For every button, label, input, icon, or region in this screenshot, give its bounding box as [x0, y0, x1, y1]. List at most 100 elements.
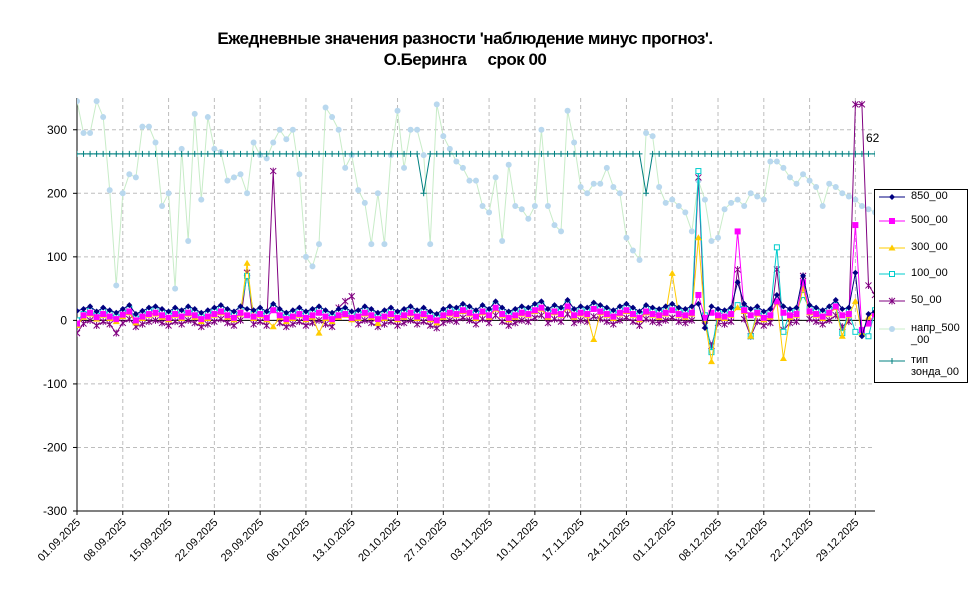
data-point-500-00 [414, 313, 421, 320]
data-point-500-00 [204, 313, 211, 320]
x-tick-label: 24.11.2025 [586, 517, 633, 564]
data-point-50-00 [649, 318, 656, 326]
data-point-50-00 [86, 316, 94, 324]
data-point-850-00 [721, 307, 728, 314]
data-point-500-00 [721, 206, 728, 213]
data-point-500-00 [845, 193, 852, 200]
data-point-500-00 [230, 314, 237, 321]
data-point-850-00 [623, 300, 630, 307]
x-tick-label: 29.12.2025 [814, 517, 861, 564]
data-point-50-00 [577, 316, 585, 324]
data-point-100-00 [773, 244, 780, 251]
data-point-850-00 [387, 304, 394, 311]
data-point-00 [505, 150, 512, 157]
data-point-50-00 [727, 318, 735, 326]
x-tick-label: 01.12.2025 [631, 517, 678, 564]
data-point-500-00 [106, 187, 113, 194]
data-point-500-00 [113, 282, 120, 289]
data-point-00 [558, 150, 565, 157]
legend-item-500-00: 500_00 [877, 214, 967, 236]
data-point-500-00 [414, 126, 421, 133]
data-point-500-00 [551, 308, 558, 315]
data-point-850-00 [773, 291, 780, 298]
data-point-500-00 [800, 171, 807, 178]
data-point-500-00 [544, 312, 551, 319]
data-point-50-00 [524, 318, 532, 326]
data-point-500-00 [87, 129, 94, 136]
data-point-850-00 [126, 302, 133, 309]
data-point-00 [113, 150, 120, 157]
data-point-850-00 [577, 303, 584, 310]
data-point-500-00 [734, 228, 741, 235]
data-point-850-00 [159, 305, 166, 312]
data-point-500-00 [773, 298, 780, 305]
data-point-00 [145, 150, 152, 157]
data-point-850-00 [329, 309, 336, 316]
data-point-850-00 [77, 307, 80, 314]
data-point-500-00 [688, 228, 695, 235]
data-point-00 [100, 150, 107, 157]
data-point-50-00 [302, 321, 310, 329]
data-point-500-00 [250, 313, 257, 320]
data-point-850-00 [734, 279, 741, 286]
data-point-300-00 [851, 297, 859, 304]
data-point-500-00 [361, 309, 368, 316]
data-point-00 [329, 150, 336, 157]
data-point-500-00 [577, 309, 584, 316]
data-point-50-00 [106, 320, 114, 328]
data-point-500-00 [178, 313, 185, 320]
data-point-500-00 [374, 190, 381, 197]
data-point-00 [427, 150, 434, 157]
series-50-00 [77, 100, 875, 350]
data-point-850-00 [342, 304, 349, 311]
data-point-500-00 [302, 314, 309, 321]
data-point-500-00 [459, 164, 466, 171]
data-point-00 [172, 150, 179, 157]
legend-label: 500_00 [911, 214, 948, 226]
data-point-500-00 [152, 139, 159, 146]
data-point-850-00 [204, 307, 211, 314]
data-point-500-00 [852, 222, 859, 229]
data-point-00 [80, 150, 87, 157]
data-point-50-00 [479, 315, 486, 323]
data-point-850-00 [87, 303, 94, 310]
data-point-500-00 [191, 110, 198, 117]
data-point-50-00 [256, 318, 264, 326]
data-point-50-00 [858, 100, 866, 108]
legend-swatch [879, 244, 905, 251]
data-point-500-00 [747, 312, 754, 319]
legend-swatch [879, 271, 905, 277]
data-point-00 [852, 150, 859, 157]
data-point-500-00 [309, 312, 316, 319]
data-point-00 [734, 150, 741, 157]
data-point-00 [414, 150, 421, 157]
data-point-850-00 [636, 308, 643, 315]
legend-swatch-marker [889, 218, 895, 224]
data-point-500-00 [335, 126, 342, 133]
data-point-00 [865, 150, 872, 157]
data-point-850-00 [826, 303, 833, 310]
legend-item-00: тип зонда_00 [877, 354, 967, 378]
series-300-00 [77, 234, 875, 365]
data-point-00 [832, 150, 839, 157]
data-point-850-00 [473, 307, 479, 314]
data-point-00 [525, 150, 532, 157]
data-point-500-00 [486, 312, 493, 319]
legend-swatch [879, 194, 905, 200]
data-point-500-00 [119, 190, 126, 197]
data-point-50-00 [367, 319, 375, 327]
data-point-00 [538, 150, 545, 157]
data-point-00 [316, 150, 323, 157]
data-point-500-00 [872, 311, 875, 318]
data-point-500-00 [486, 209, 493, 216]
data-point-50-00 [544, 319, 552, 327]
data-point-500-00 [597, 180, 604, 187]
data-point-500-00 [217, 308, 224, 315]
data-point-50-00 [570, 319, 578, 327]
data-point-00 [597, 150, 604, 157]
data-point-500-00 [126, 171, 133, 178]
data-point-500-00 [244, 312, 251, 319]
data-point-50-00 [446, 316, 454, 324]
data-point-50-00 [825, 316, 833, 324]
chart-legend: 850_00 500_00 300_00 100_00 50_00 напр_500 _0… [874, 189, 968, 383]
